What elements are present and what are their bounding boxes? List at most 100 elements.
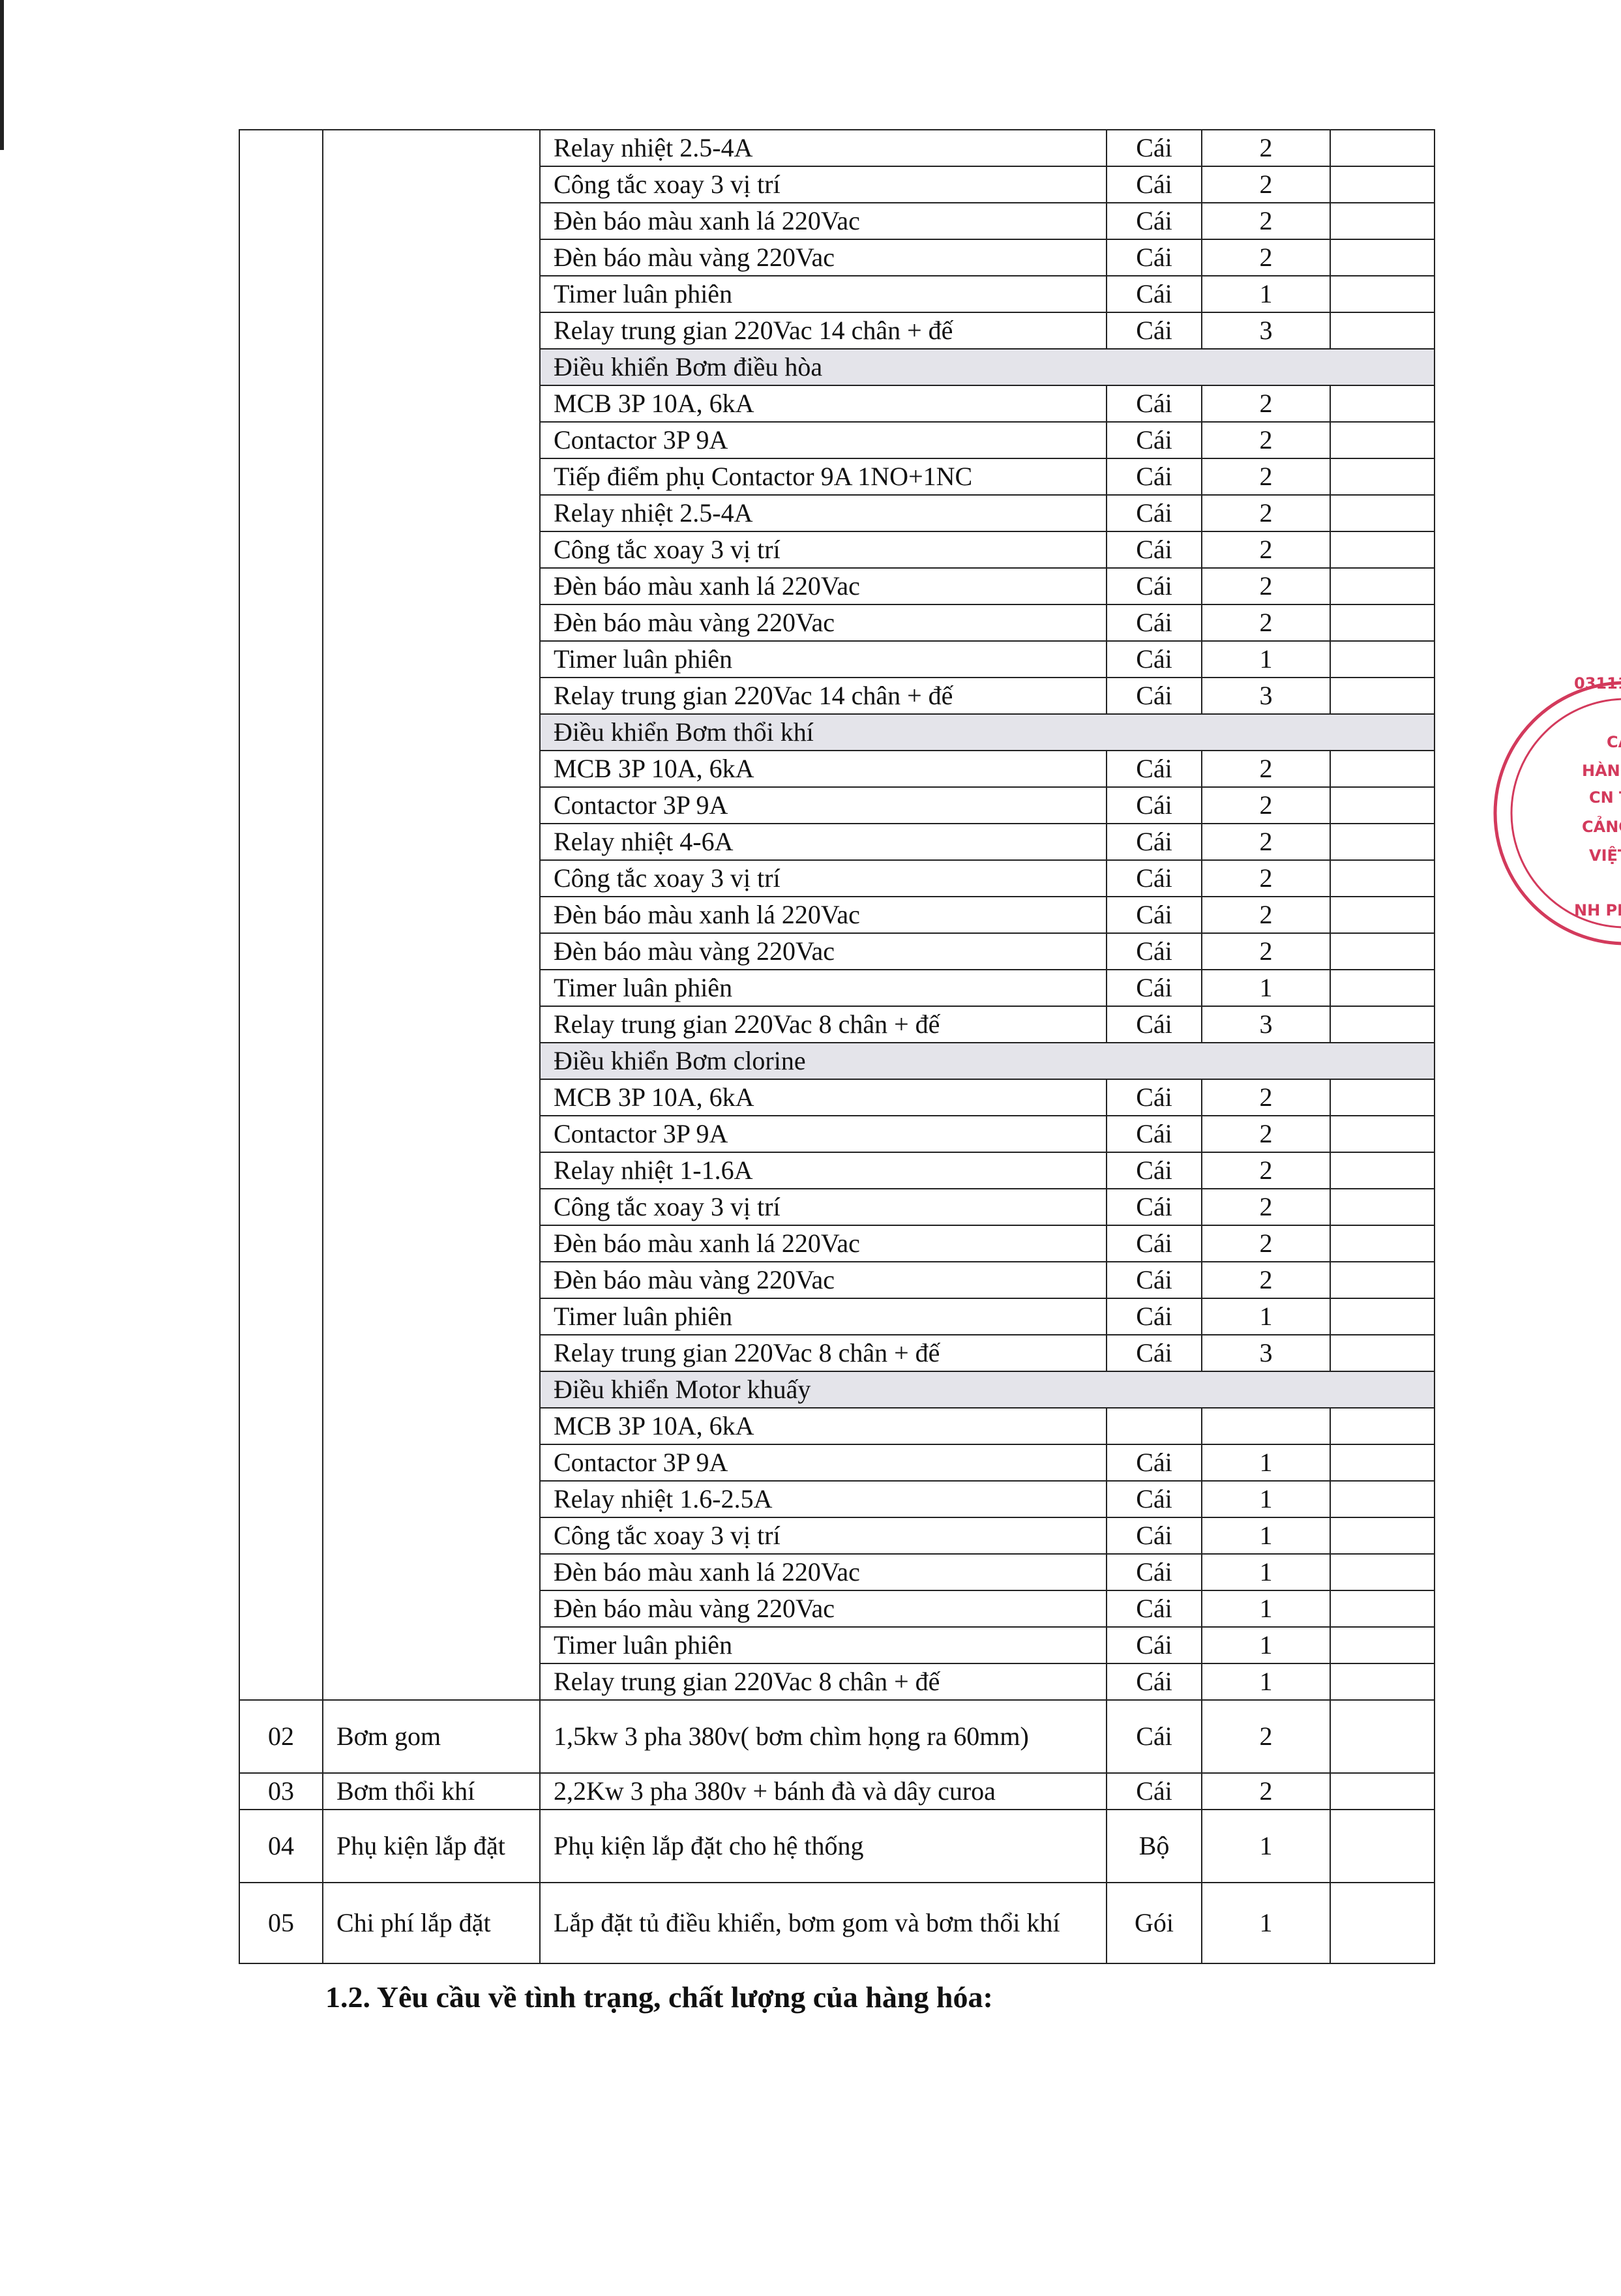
table-row: Công tắc xoay 3 vị trí Cái 1 bbox=[239, 1517, 1435, 1555]
quantity: 2 bbox=[1201, 932, 1331, 970]
quantity: 2 bbox=[1201, 859, 1331, 897]
unit: Cái bbox=[1106, 1553, 1202, 1591]
item-name: Chi phí lắp đặt bbox=[322, 1882, 541, 1964]
table-row: Relay trung gian 220Vac 14 chân + đế Cái 3 bbox=[239, 312, 1435, 350]
item-description: Timer luân phiên bbox=[539, 1626, 1107, 1664]
item-description: Contactor 3P 9A bbox=[539, 1444, 1107, 1482]
unit: Cái bbox=[1106, 202, 1202, 240]
item-description: Đèn báo màu vàng 220Vac bbox=[539, 1261, 1107, 1299]
item-description: Đèn báo màu xanh lá 220Vac bbox=[539, 202, 1107, 240]
unit: Cái bbox=[1106, 859, 1202, 897]
note bbox=[1330, 1407, 1435, 1445]
item-description: MCB 3P 10A, 6kA bbox=[539, 1407, 1107, 1445]
item-description: Đèn báo màu vàng 220Vac bbox=[539, 1590, 1107, 1628]
quantity: 2 bbox=[1201, 896, 1331, 934]
item-description: Relay nhiệt 1-1.6A bbox=[539, 1152, 1107, 1189]
note bbox=[1330, 677, 1435, 715]
item-name: Bơm thổi khí bbox=[322, 1772, 541, 1810]
unit: Cái bbox=[1106, 1480, 1202, 1518]
goods-table: Relay nhiệt 2.5-4A Cái 2 Công tắc xoay 3 vị… bbox=[239, 129, 1435, 1964]
quantity: 2 bbox=[1201, 1772, 1331, 1810]
section-title: Điều khiển Bơm điều hòa bbox=[539, 348, 1435, 386]
quantity: 1 bbox=[1201, 1809, 1331, 1883]
note bbox=[1330, 1699, 1435, 1774]
quantity bbox=[1201, 1407, 1331, 1445]
note bbox=[1330, 1444, 1435, 1482]
item-name: Bơm gom bbox=[322, 1699, 541, 1774]
unit: Cái bbox=[1106, 312, 1202, 350]
unit bbox=[1106, 1407, 1202, 1445]
unit: Cái bbox=[1106, 494, 1202, 532]
item-name bbox=[322, 129, 541, 1701]
quantity: 2 bbox=[1201, 1115, 1331, 1153]
table-row: 03 Bơm thổi khí 2,2Kw 3 pha 380v + bánh đà… bbox=[239, 1772, 1435, 1810]
unit: Cái bbox=[1106, 1079, 1202, 1116]
unit: Cái bbox=[1106, 385, 1202, 423]
quantity: 2 bbox=[1201, 1152, 1331, 1189]
item-description: Contactor 3P 9A bbox=[539, 1115, 1107, 1153]
quantity: 2 bbox=[1201, 385, 1331, 423]
unit: Cái bbox=[1106, 166, 1202, 203]
unit: Cái bbox=[1106, 567, 1202, 605]
note bbox=[1330, 531, 1435, 569]
note bbox=[1330, 786, 1435, 824]
note bbox=[1330, 932, 1435, 970]
item-description: Contactor 3P 9A bbox=[539, 786, 1107, 824]
item-description: Relay nhiệt 2.5-4A bbox=[539, 129, 1107, 167]
item-description: Relay nhiệt 2.5-4A bbox=[539, 494, 1107, 532]
note bbox=[1330, 1298, 1435, 1335]
quantity: 2 bbox=[1201, 421, 1331, 459]
stamp-text: 0311163 bbox=[1574, 674, 1621, 693]
item-description: Relay trung gian 220Vac 14 chân + đế bbox=[539, 312, 1107, 350]
table-row: 04 Phụ kiện lắp đặt Phụ kiện lắp đặt cho h… bbox=[239, 1809, 1435, 1883]
note bbox=[1330, 1553, 1435, 1591]
item-description: Công tắc xoay 3 vị trí bbox=[539, 859, 1107, 897]
table-row: Contactor 3P 9A Cái 2 bbox=[239, 421, 1435, 459]
table-row: Relay nhiệt 2.5-4A Cái 2 bbox=[239, 129, 1435, 1701]
item-number: 05 bbox=[239, 1882, 323, 1964]
note bbox=[1330, 1590, 1435, 1628]
quantity: 2 bbox=[1201, 494, 1331, 532]
item-description: Relay trung gian 220Vac 8 chân + đế bbox=[539, 1334, 1107, 1372]
unit: Cái bbox=[1106, 932, 1202, 970]
item-description: Công tắc xoay 3 vị trí bbox=[539, 166, 1107, 203]
table-row: Relay trung gian 220Vac 8 chân + đế Cái 3 bbox=[239, 1334, 1435, 1372]
note bbox=[1330, 750, 1435, 788]
table-row: Relay nhiệt 4-6A Cái 2 bbox=[239, 823, 1435, 861]
quantity: 2 bbox=[1201, 1079, 1331, 1116]
note bbox=[1330, 1772, 1435, 1810]
item-number bbox=[239, 129, 323, 1701]
table-row: Đèn báo màu vàng 220Vac Cái 2 bbox=[239, 1261, 1435, 1299]
unit: Cái bbox=[1106, 129, 1202, 167]
quantity: 1 bbox=[1201, 1298, 1331, 1335]
table-row: Đèn báo màu vàng 220Vac Cái 2 bbox=[239, 604, 1435, 642]
table-row: Contactor 3P 9A Cái 2 bbox=[239, 1115, 1435, 1153]
quantity: 1 bbox=[1201, 640, 1331, 678]
quantity: 2 bbox=[1201, 567, 1331, 605]
table-row: Đèn báo màu xanh lá 220Vac Cái 2 bbox=[239, 896, 1435, 934]
table-row: Timer luân phiên Cái 1 bbox=[239, 275, 1435, 313]
table-row: Đèn báo màu xanh lá 220Vac Cái 1 bbox=[239, 1553, 1435, 1591]
table-row: Timer luân phiên Cái 1 bbox=[239, 1626, 1435, 1664]
unit: Cái bbox=[1106, 239, 1202, 276]
table-row: Đèn báo màu xanh lá 220Vac Cái 2 bbox=[239, 1225, 1435, 1262]
table-row: MCB 3P 10A, 6kA Cái 2 bbox=[239, 1079, 1435, 1116]
item-description: Đèn báo màu xanh lá 220Vac bbox=[539, 1553, 1107, 1591]
item-description: Đèn báo màu xanh lá 220Vac bbox=[539, 896, 1107, 934]
scan-edge bbox=[0, 0, 4, 150]
unit: Cái bbox=[1106, 1115, 1202, 1153]
note bbox=[1330, 421, 1435, 459]
item-description: 1,5kw 3 pha 380v( bơm chìm họng ra 60mm) bbox=[539, 1699, 1107, 1774]
table-row: 05 Chi phí lắp đặt Lắp đặt tủ điều khiển, … bbox=[239, 1882, 1435, 1964]
item-description: Công tắc xoay 3 vị trí bbox=[539, 1517, 1107, 1555]
unit: Cái bbox=[1106, 640, 1202, 678]
note bbox=[1330, 567, 1435, 605]
item-description: Phụ kiện lắp đặt cho hệ thống bbox=[539, 1809, 1107, 1883]
item-description: Contactor 3P 9A bbox=[539, 421, 1107, 459]
table-row: MCB 3P 10A, 6kA Cái 2 bbox=[239, 750, 1435, 788]
table-row: Đèn báo màu vàng 220Vac Cái 2 bbox=[239, 932, 1435, 970]
unit: Cái bbox=[1106, 1699, 1202, 1774]
stamp-text: HÀNG KHÔI bbox=[1582, 760, 1621, 780]
note bbox=[1330, 385, 1435, 423]
